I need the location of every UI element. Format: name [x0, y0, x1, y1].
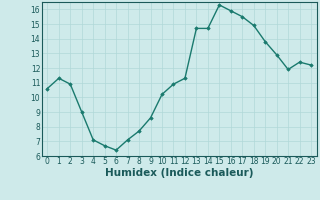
- X-axis label: Humidex (Indice chaleur): Humidex (Indice chaleur): [105, 168, 253, 178]
